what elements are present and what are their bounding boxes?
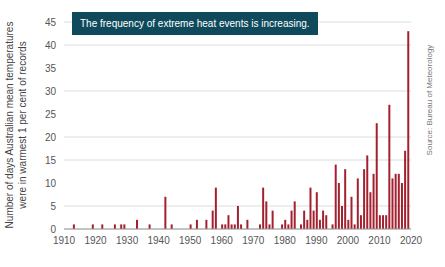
svg-text:1910: 1910	[53, 235, 76, 246]
svg-text:35: 35	[45, 63, 57, 74]
svg-text:1920: 1920	[84, 235, 107, 246]
svg-text:30: 30	[45, 86, 57, 97]
svg-text:2000: 2000	[337, 235, 360, 246]
svg-text:40: 40	[45, 40, 57, 51]
html-text:The frequency of extreme heat: The frequency of extreme heat events is …	[80, 18, 310, 29]
svg-text:1980: 1980	[274, 235, 297, 246]
svg-text:1970: 1970	[242, 235, 265, 246]
svg-text:45: 45	[45, 17, 57, 28]
svg-text:1940: 1940	[148, 235, 171, 246]
svg-text:2010: 2010	[368, 235, 391, 246]
svg-text:1990: 1990	[305, 235, 328, 246]
svg-text:5: 5	[50, 201, 56, 212]
svg-text:15: 15	[45, 155, 57, 166]
html-text:Number of days Australian mean: Number of days Australian mean temperatu…	[4, 21, 15, 229]
html-text:were in warmest 1 per cent of: were in warmest 1 per cent of records	[17, 41, 28, 209]
svg-text:0: 0	[50, 224, 56, 235]
svg-text:25: 25	[45, 109, 57, 120]
svg-text:1950: 1950	[179, 235, 202, 246]
html-text:Source: Bureau of Meteorology: Source: Bureau of Meteorology	[425, 44, 434, 156]
svg-text:1960: 1960	[211, 235, 234, 246]
svg-text:1930: 1930	[116, 235, 139, 246]
svg-text:20: 20	[45, 132, 57, 143]
svg-text:2020: 2020	[400, 235, 423, 246]
svg-text:10: 10	[45, 178, 57, 189]
